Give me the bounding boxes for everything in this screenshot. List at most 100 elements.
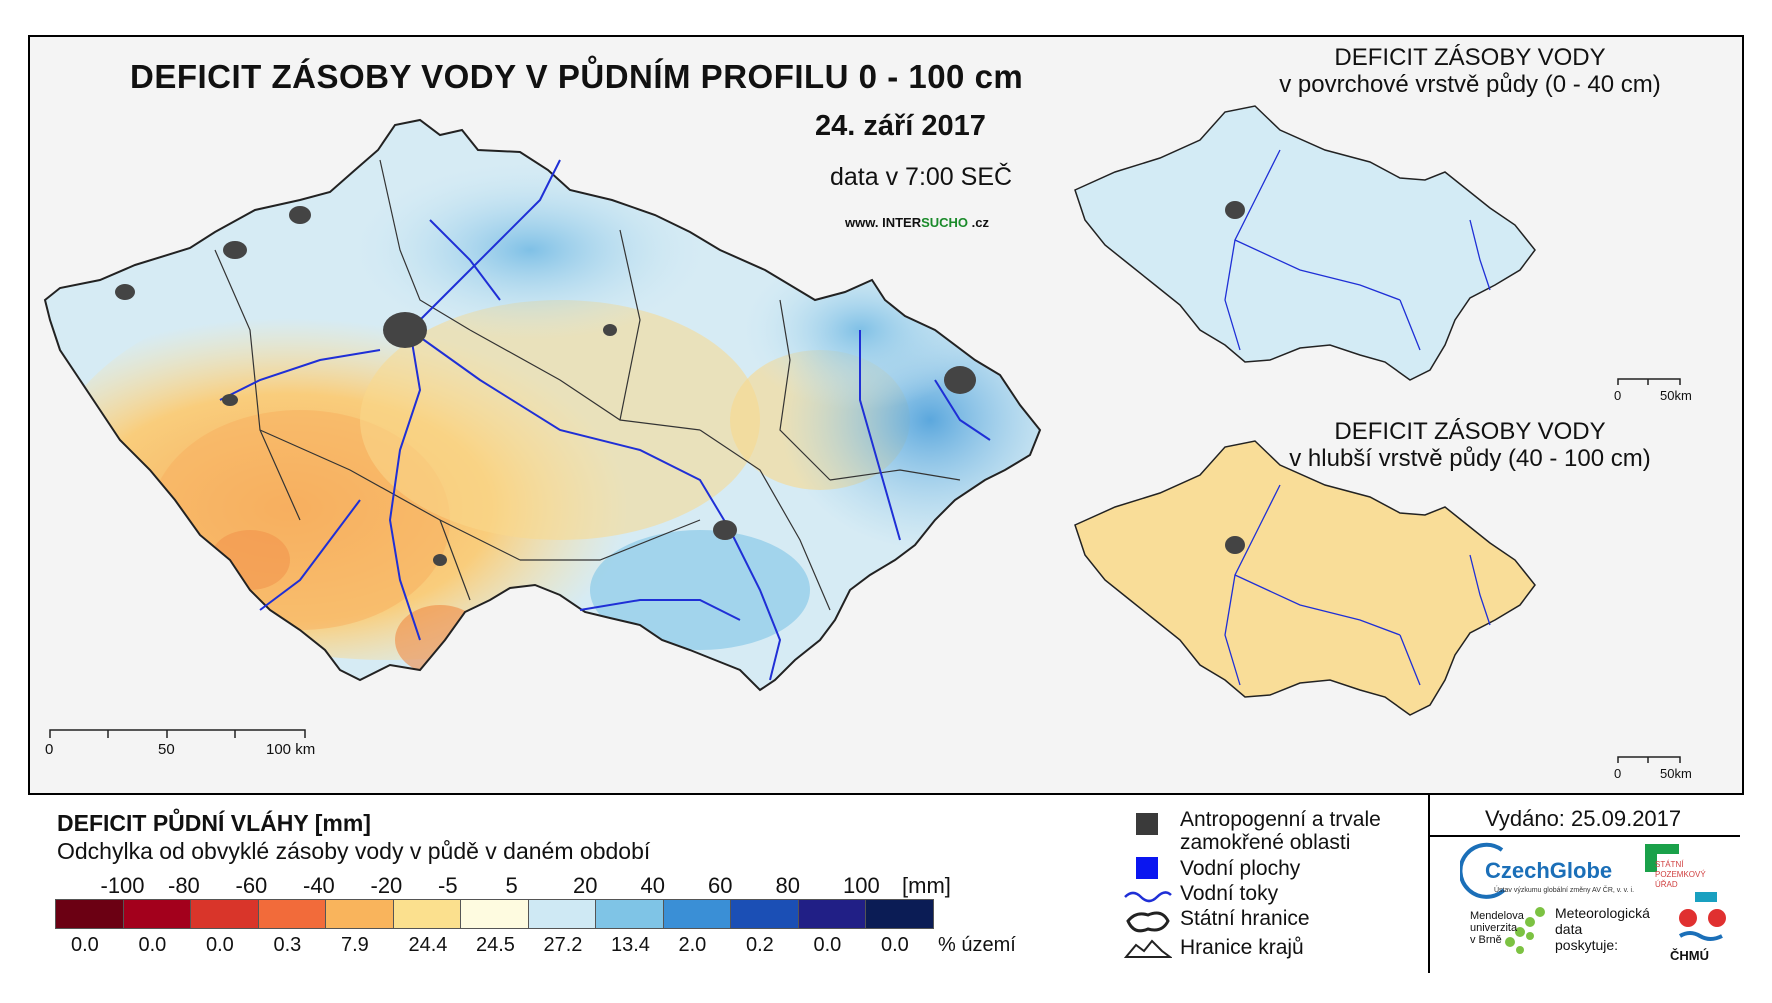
inset-bottom-title: DEFICIT ZÁSOBY VODY v hlubší vrstvě půdy… <box>1210 418 1730 472</box>
legend-percent: 13.4 <box>611 934 650 956</box>
mendel-line1: Mendelova <box>1470 910 1524 922</box>
legend-swatch <box>527 899 596 929</box>
legend-tick: 40 <box>640 873 665 898</box>
state-border-label: Státní hranice <box>1180 907 1310 930</box>
legend-tick: -5 <box>438 873 458 898</box>
meteo-line1: Meteorologická <box>1555 905 1650 921</box>
river-icon <box>1124 891 1172 903</box>
legend-subtitle: Odchylka od obvyklé zásoby vody v půdě v… <box>57 838 651 864</box>
logos-graphics <box>1460 842 1726 954</box>
inset-map-topsoil <box>1074 105 1536 381</box>
legend-swatch <box>460 899 529 929</box>
inset-bottom-title-line2: v hlubší vrstvě půdy (40 - 100 cm) <box>1289 445 1651 472</box>
data-time: data v 7:00 SEČ <box>830 163 1013 191</box>
meteo-line3: poskytuje: <box>1555 937 1619 953</box>
legend-swatch <box>797 899 866 929</box>
spu-line1: STÁTNÍ <box>1655 860 1684 869</box>
czechglobe-label: CzechGlobe <box>1485 858 1613 883</box>
legend-percent: 24.4 <box>408 934 448 956</box>
main-title: DEFICIT ZÁSOBY VODY V PŮDNÍM PROFILU 0 -… <box>130 58 1024 95</box>
inset-top-scale-0: 0 <box>1614 388 1622 403</box>
legend-swatch <box>662 899 731 929</box>
legend-percent: 27.2 <box>543 934 583 956</box>
legend-percent: 24.5 <box>476 934 515 956</box>
main-scale-50: 50 <box>158 741 175 758</box>
water-body-icon <box>1136 857 1158 879</box>
inset-top-title-line1: DEFICIT ZÁSOBY VODY <box>1334 44 1606 71</box>
legend-swatch <box>55 899 124 929</box>
czechglobe-logo-icon <box>1460 842 1506 899</box>
inset-bottom-scale-0: 0 <box>1614 766 1622 781</box>
legend-percent: 7.9 <box>341 934 369 956</box>
legend-swatch <box>595 899 664 929</box>
legend-tick: 20 <box>573 873 598 898</box>
legend-tick: 60 <box>708 873 733 898</box>
meteo-label: Meteorologická data poskytuje: <box>1555 905 1650 953</box>
legend-unit: [mm] <box>902 873 951 898</box>
legend-tick: 5 <box>505 873 518 898</box>
chmu-logo-left <box>1679 909 1697 927</box>
anthropogenic-label-line1: Antropogenní a trvale <box>1180 808 1381 831</box>
legend-percent: 0.2 <box>746 934 774 956</box>
website-accent: SUCHO <box>921 215 969 230</box>
anthropogenic-label-line2: zamokřené oblasti <box>1180 831 1351 854</box>
meteo-line2: data <box>1555 921 1583 937</box>
mendel-line2: univerzita <box>1470 922 1518 934</box>
legend-tick: 80 <box>775 873 800 898</box>
legend-swatch <box>257 899 326 929</box>
water-bodies-label: Vodní plochy <box>1180 857 1301 880</box>
legend-percent-label: % území <box>938 934 1016 956</box>
legend-tick: -40 <box>303 873 335 898</box>
region-border-label: Hranice krajů <box>1180 936 1304 959</box>
symbol-legend-icons <box>1123 813 1172 958</box>
legend-percent: 0.0 <box>881 934 909 956</box>
legend-swatch <box>190 899 259 929</box>
legend-percent: 0.0 <box>813 934 842 956</box>
legend-tick: -20 <box>370 873 403 898</box>
inset-top-scale-50: 50km <box>1660 388 1692 403</box>
mendel-line3: v Brně <box>1470 934 1502 946</box>
inset-top-title: DEFICIT ZÁSOBY VODY v povrchové vrstvě p… <box>1210 44 1730 98</box>
legend-percent: 0.0 <box>138 934 167 956</box>
region-border-icon <box>1123 939 1172 958</box>
legend-swatch <box>325 899 394 929</box>
mendel-label: Mendelova univerzita v Brně <box>1470 910 1524 946</box>
legend-title: DEFICIT PŮDNÍ VLÁHY [mm] <box>57 810 371 836</box>
website-prefix: www. INTER <box>845 215 922 230</box>
legend-percent: 0.3 <box>273 934 302 956</box>
legend-tick: -80 <box>168 873 200 898</box>
legend-percent: 0.0 <box>206 934 234 956</box>
legend-swatch <box>730 899 799 929</box>
inset-bottom-scale-50: 50km <box>1660 766 1692 781</box>
spu-line3: ÚŘAD <box>1655 880 1678 889</box>
legend-swatch <box>122 899 191 929</box>
main-scale-100: 100 km <box>266 741 316 758</box>
website-link[interactable]: www. INTERSUCHO .cz <box>845 215 989 230</box>
anthropogenic-area-icon <box>1136 813 1158 835</box>
spu-line2: POZEMKOVÝ <box>1655 870 1706 879</box>
chmu-label: ČHMÚ <box>1670 948 1709 963</box>
map-date: 24. září 2017 <box>815 110 986 142</box>
legend-tick: -60 <box>235 873 268 898</box>
legend-swatch <box>865 899 934 929</box>
main-map <box>44 119 1041 691</box>
issued-date: Vydáno: 25.09.2017 <box>1485 806 1682 831</box>
mendel-logo-icon <box>1505 907 1545 954</box>
legend-tick: 100 <box>843 873 880 898</box>
chmu-logo-top <box>1695 892 1717 902</box>
legend-swatch <box>392 899 461 929</box>
legend-percent: 2.0 <box>678 934 707 956</box>
inset-bottom-title-line1: DEFICIT ZÁSOBY VODY <box>1334 418 1606 445</box>
logos-box <box>1428 835 1740 971</box>
spu-label: STÁTNÍ POZEMKOVÝ ÚŘAD <box>1655 860 1706 890</box>
website-suffix: .cz <box>968 215 989 230</box>
chmu-logo-right <box>1708 909 1726 927</box>
legend-percent: 0.0 <box>71 934 99 956</box>
state-border-icon <box>1126 911 1170 933</box>
rivers-label: Vodní toky <box>1180 882 1279 905</box>
anthropogenic-label: Antropogenní a trvale zamokřené oblasti <box>1180 808 1381 854</box>
legend-tick: -100 <box>100 873 145 898</box>
main-scale-0: 0 <box>45 741 54 758</box>
inset-top-title-line2: v povrchové vrstvě půdy (0 - 40 cm) <box>1279 71 1661 98</box>
